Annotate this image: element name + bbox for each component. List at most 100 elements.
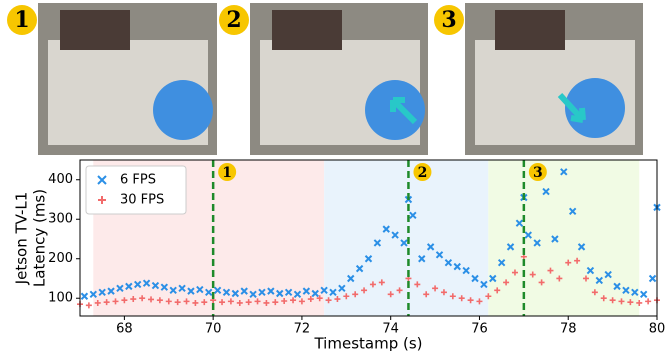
legend-marker	[97, 175, 107, 185]
badge-circle	[413, 163, 432, 181]
point	[178, 284, 186, 293]
point	[435, 251, 444, 259]
point	[213, 286, 222, 295]
point	[636, 299, 643, 306]
point	[574, 257, 581, 264]
point	[325, 297, 332, 304]
x-tick-label: 80	[649, 322, 666, 337]
point	[267, 287, 275, 295]
point	[467, 297, 474, 304]
point	[201, 299, 208, 306]
point	[471, 274, 479, 283]
point	[187, 287, 195, 295]
x-tick-label: 68	[116, 322, 133, 337]
point	[258, 288, 266, 297]
point	[622, 286, 630, 295]
legend-label: 30 FPS	[120, 193, 164, 208]
region	[488, 160, 640, 316]
point	[547, 267, 554, 274]
point	[609, 297, 616, 304]
badge-label: 2	[226, 7, 241, 33]
point	[298, 298, 305, 305]
y-axis-label: Latency (ms)	[31, 189, 49, 287]
point	[568, 207, 577, 216]
point	[334, 296, 341, 303]
point	[276, 289, 284, 298]
point	[196, 285, 204, 294]
point	[352, 291, 359, 298]
point	[387, 291, 394, 298]
y-tick-label: 100	[48, 291, 73, 306]
point	[364, 255, 373, 263]
point	[444, 258, 453, 267]
point	[645, 298, 652, 305]
point	[591, 289, 598, 296]
point	[369, 281, 376, 288]
point	[485, 293, 492, 300]
y-tick-label: 300	[48, 212, 73, 227]
point	[156, 297, 163, 304]
point	[307, 296, 314, 303]
point	[205, 288, 213, 297]
point	[506, 243, 515, 251]
badge-label: 1	[14, 7, 29, 33]
point	[449, 293, 456, 300]
legend-box	[85, 165, 187, 215]
point	[98, 288, 106, 297]
point	[426, 243, 435, 251]
point	[320, 286, 328, 295]
legend-label: 6 FPS	[120, 173, 156, 188]
point	[503, 279, 510, 286]
point	[542, 187, 550, 196]
badge-circle	[218, 163, 237, 181]
point	[85, 302, 92, 309]
point	[290, 297, 297, 304]
point	[565, 259, 572, 266]
point	[169, 286, 177, 295]
point	[121, 297, 128, 304]
photo-panel	[250, 3, 428, 155]
point	[89, 290, 98, 298]
point	[107, 287, 115, 295]
point	[133, 280, 142, 289]
point	[480, 280, 488, 289]
point	[618, 298, 625, 305]
point	[551, 235, 559, 243]
point	[556, 275, 563, 282]
point	[311, 289, 319, 298]
point	[343, 293, 350, 300]
point	[80, 292, 89, 300]
point	[586, 266, 595, 275]
point	[515, 219, 524, 227]
point	[440, 289, 447, 296]
badge: 2	[219, 5, 249, 35]
point	[560, 168, 568, 176]
point	[497, 258, 506, 267]
point	[538, 279, 545, 286]
badge: 3	[434, 5, 464, 35]
point	[524, 231, 532, 239]
badge: 3	[528, 163, 547, 181]
event-label: 1	[222, 165, 232, 181]
x-tick-label: 74	[382, 322, 399, 337]
point	[112, 298, 119, 305]
badge: 1	[218, 163, 237, 181]
badge-circle	[434, 5, 464, 35]
y-tick-label: 200	[48, 251, 73, 266]
point	[227, 298, 234, 305]
point	[249, 290, 257, 298]
point	[382, 225, 390, 233]
point	[347, 274, 355, 283]
point	[476, 298, 483, 305]
point	[240, 287, 248, 295]
point	[489, 274, 497, 283]
point	[165, 298, 172, 305]
point	[329, 288, 337, 297]
photo-panel	[38, 3, 217, 155]
point	[529, 271, 536, 278]
point	[432, 285, 439, 292]
point	[219, 299, 226, 306]
point	[355, 264, 364, 273]
point	[142, 279, 151, 287]
